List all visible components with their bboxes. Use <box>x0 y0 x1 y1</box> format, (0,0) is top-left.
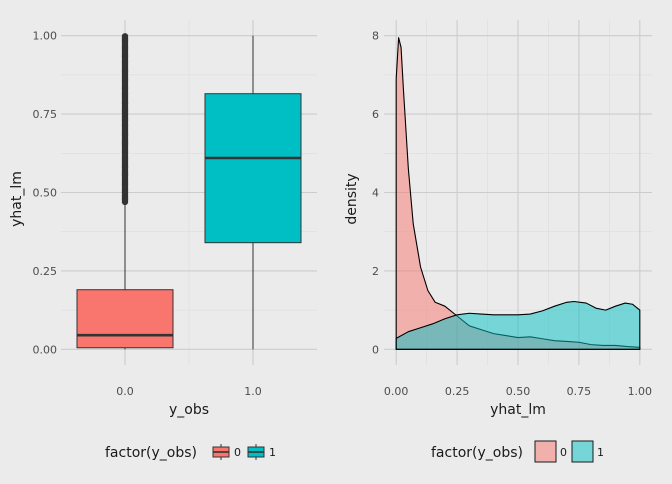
x-tick-label: 0.75 <box>567 385 592 398</box>
density-legend-label-0: 0 <box>560 446 567 459</box>
y-tick-label: 2 <box>372 265 379 278</box>
x-tick-label: 0.00 <box>384 385 409 398</box>
density-legend: factor(y_obs) 0 1 <box>431 440 604 463</box>
boxplot-marks <box>76 33 302 350</box>
boxplot-x-axis-title: y_obs <box>169 402 209 418</box>
box-body <box>204 93 302 244</box>
y-tick-label: 0 <box>372 343 379 356</box>
y-tick-label: 0.00 <box>33 343 58 356</box>
density-legend-title: factor(y_obs) <box>431 445 523 461</box>
density-legend-label-1: 1 <box>597 446 604 459</box>
density-legend-swatch-1 <box>571 440 594 463</box>
boxplot-legend-key-1 <box>247 444 265 460</box>
y-tick-label: 0.50 <box>33 187 58 200</box>
y-tick-label: 0.25 <box>33 265 58 278</box>
y-tick-label: 4 <box>372 187 379 200</box>
density-x-ticks: 0.00 0.25 0.50 0.75 1.00 <box>384 385 652 398</box>
boxplot-y-axis-title: yhat_lm <box>9 171 25 227</box>
density-legend-swatch-0 <box>534 440 557 463</box>
x-tick-label: 1.0 <box>244 385 262 398</box>
density-y-axis-title: density <box>344 173 360 224</box>
x-tick-label: 1.00 <box>628 385 653 398</box>
density-panel: 0 2 4 6 8 0.00 0.25 0.50 0.75 1.00 yhat_lm densi… <box>344 20 652 463</box>
y-tick-label: 0.75 <box>33 108 58 121</box>
boxplot-legend: factor(y_obs) 0 1 <box>105 444 276 461</box>
boxplot-legend-label-0: 0 <box>234 446 241 459</box>
x-tick-label: 0.0 <box>116 385 134 398</box>
x-tick-label: 0.50 <box>506 385 531 398</box>
y-tick-label: 8 <box>372 30 379 43</box>
boxplot-legend-key-0 <box>212 444 230 460</box>
x-tick-label: 0.25 <box>445 385 470 398</box>
boxplot-legend-label-1: 1 <box>269 446 276 459</box>
y-tick-label: 6 <box>372 108 379 121</box>
y-tick-label: 1.00 <box>33 30 58 43</box>
box-body <box>76 289 174 349</box>
boxplot-panel: 0.00 0.25 0.50 0.75 1.00 0.0 1.0 y_obs yhat_l… <box>9 20 317 461</box>
density-marks <box>395 37 641 350</box>
density-area-1 <box>395 300 641 350</box>
boxplot-legend-title: factor(y_obs) <box>105 445 197 461</box>
outlier-point <box>121 33 129 40</box>
boxplot-y-ticks: 0.00 0.25 0.50 0.75 1.00 <box>33 30 58 357</box>
boxplot-x-ticks: 0.0 1.0 <box>116 385 262 398</box>
density-y-ticks: 0 2 4 6 8 <box>372 30 379 357</box>
density-x-axis-title: yhat_lm <box>490 402 546 418</box>
